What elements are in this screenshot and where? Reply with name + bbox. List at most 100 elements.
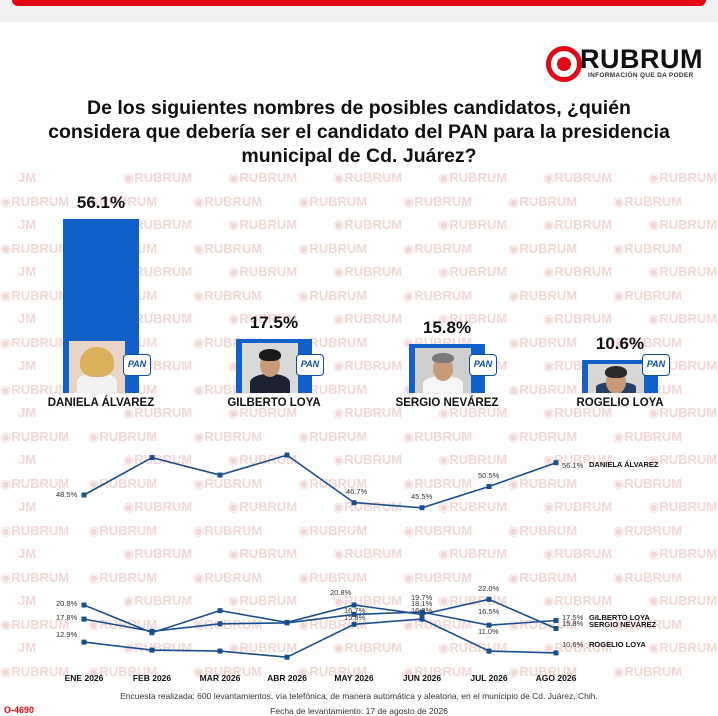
- bar-value-label: 10.6%: [595, 334, 645, 354]
- watermark-text: ◉RUBRUM: [298, 287, 368, 303]
- data-point: [284, 619, 290, 625]
- watermark-text: ◉RUBRUM: [438, 640, 508, 655]
- watermark-text: ◉RUBRUM: [543, 217, 613, 232]
- watermark-text: ◉RUBRUM: [613, 287, 683, 303]
- watermark-text: ◉RUBRUM: [613, 522, 683, 538]
- logo-wordmark: RUBRUM: [580, 44, 703, 74]
- pan-badge: PAN: [296, 354, 324, 376]
- series-end-label: DANIELA ÁLVAREZ: [589, 460, 659, 469]
- data-point: [351, 602, 357, 608]
- pan-badge: PAN: [123, 354, 151, 376]
- point-label: 48.5%: [56, 490, 78, 499]
- watermark-text: ◉RUBRUM: [543, 170, 613, 185]
- watermark-text: ◉RUBRUM: [438, 452, 508, 467]
- watermark-text: ◉RUBRUM: [648, 546, 718, 561]
- watermark-text: ◉RUBRUM: [438, 499, 508, 514]
- data-point: [217, 621, 223, 627]
- data-point: [419, 609, 425, 615]
- candidate-photo: [415, 347, 471, 393]
- data-point: [149, 647, 155, 653]
- data-point: [486, 484, 492, 489]
- watermark-text: ◉RUBRUM: [0, 569, 70, 585]
- point-label: 11.0%: [478, 627, 499, 636]
- data-point: [486, 648, 492, 654]
- point-label: 19.7%: [411, 593, 433, 602]
- point-label: 16.5%: [478, 607, 500, 616]
- data-point: [419, 505, 425, 511]
- watermark-text: ◉RUBRUM: [123, 499, 193, 514]
- watermark-text: ◉RUBRUM: [298, 522, 368, 538]
- data-point: [149, 630, 155, 636]
- point-label: 12.9%: [56, 630, 78, 639]
- watermark-text: ◉RUBRUM: [298, 428, 368, 444]
- watermark-text: ◉RUBRUM: [0, 522, 70, 538]
- watermark-text: ◉RUBRUM: [543, 311, 613, 326]
- series-line: [83, 454, 557, 509]
- point-label: 50.5%: [478, 471, 500, 480]
- watermark-text: JM: [18, 170, 37, 185]
- watermark-text: ◉RUBRUM: [123, 170, 193, 185]
- x-tick-label: FEB 2026: [133, 673, 172, 683]
- series-end-label: SERGIO NEVÁREZ: [589, 620, 657, 629]
- watermark-text: ◉RUBRUM: [88, 616, 158, 632]
- watermark-text: ◉RUBRUM: [438, 264, 508, 279]
- data-point: [486, 622, 492, 628]
- watermark-text: ◉RUBRUM: [193, 569, 263, 585]
- data-point: [217, 648, 223, 654]
- x-tick-label: MAY 2026: [334, 673, 373, 683]
- watermark-text: ◉RUBRUM: [508, 569, 578, 585]
- watermark-text: ◉RUBRUM: [648, 217, 718, 232]
- data-point: [217, 608, 223, 614]
- point-label: 46.7%: [346, 487, 368, 496]
- watermark-text: ◉RUBRUM: [0, 475, 70, 491]
- watermark-text: ◉RUBRUM: [508, 428, 578, 444]
- watermark-text: ◉RUBRUM: [543, 452, 613, 467]
- watermark-text: ◉RUBRUM: [438, 170, 508, 185]
- data-point: [351, 500, 357, 506]
- watermark-text: ◉RUBRUM: [508, 240, 578, 256]
- watermark-text: ◉RUBRUM: [88, 522, 158, 538]
- watermark-text: ◉RUBRUM: [543, 546, 613, 561]
- watermark-text: ◉RUBRUM: [88, 428, 158, 444]
- watermark-text: ◉RUBRUM: [298, 240, 368, 256]
- rubrum-logo-icon: [546, 46, 582, 82]
- watermark-text: ◉RUBRUM: [193, 475, 263, 491]
- watermark-text: ◉RUBRUM: [228, 170, 298, 185]
- watermark-text: JM: [18, 264, 37, 279]
- watermark-text: ◉RUBRUM: [193, 193, 263, 209]
- data-point: [351, 621, 357, 627]
- watermark-text: ◉RUBRUM: [648, 311, 718, 326]
- watermark-text: ◉RUBRUM: [403, 240, 473, 256]
- watermark-text: ◉RUBRUM: [613, 475, 683, 491]
- series-line: [83, 598, 557, 634]
- x-tick-label: JUL 2026: [470, 673, 507, 683]
- series-end-label: ROGELIO LOYA: [589, 640, 646, 649]
- watermark-text: ◉RUBRUM: [228, 640, 298, 655]
- data-point: [284, 620, 290, 626]
- series-line: [83, 618, 557, 659]
- data-point: [419, 616, 425, 622]
- point-label: 22.0%: [478, 584, 500, 593]
- watermark-text: ◉RUBRUM: [333, 593, 403, 608]
- watermark-text: ◉RUBRUM: [438, 546, 508, 561]
- data-point: [81, 616, 87, 622]
- watermark-text: ◉RUBRUM: [0, 663, 70, 679]
- rubrum-logo: RUBRUM INFORMACIÓN QUE DA PODER: [546, 42, 706, 86]
- point-label: 45.5%: [411, 492, 433, 501]
- watermark-text: ◉RUBRUM: [228, 264, 298, 279]
- watermark-text: ◉RUBRUM: [193, 522, 263, 538]
- watermark-text: ◉RUBRUM: [228, 499, 298, 514]
- top-banner: [0, 0, 718, 22]
- watermark-text: ◉RUBRUM: [403, 522, 473, 538]
- candidate-name: GILBERTO LOYA: [227, 397, 321, 409]
- data-point: [217, 472, 223, 478]
- watermark-text: ◉RUBRUM: [648, 499, 718, 514]
- bar-value-label: 56.1%: [76, 193, 126, 212]
- watermark-text: ◉RUBRUM: [648, 452, 718, 467]
- watermark-text: ◉RUBRUM: [333, 452, 403, 467]
- watermark-text: JM: [18, 311, 37, 326]
- pan-badge: PAN: [642, 354, 670, 376]
- watermark-text: ◉RUBRUM: [613, 663, 683, 679]
- watermark-text: ◉RUBRUM: [228, 452, 298, 467]
- point-label: 10.6%: [562, 640, 584, 649]
